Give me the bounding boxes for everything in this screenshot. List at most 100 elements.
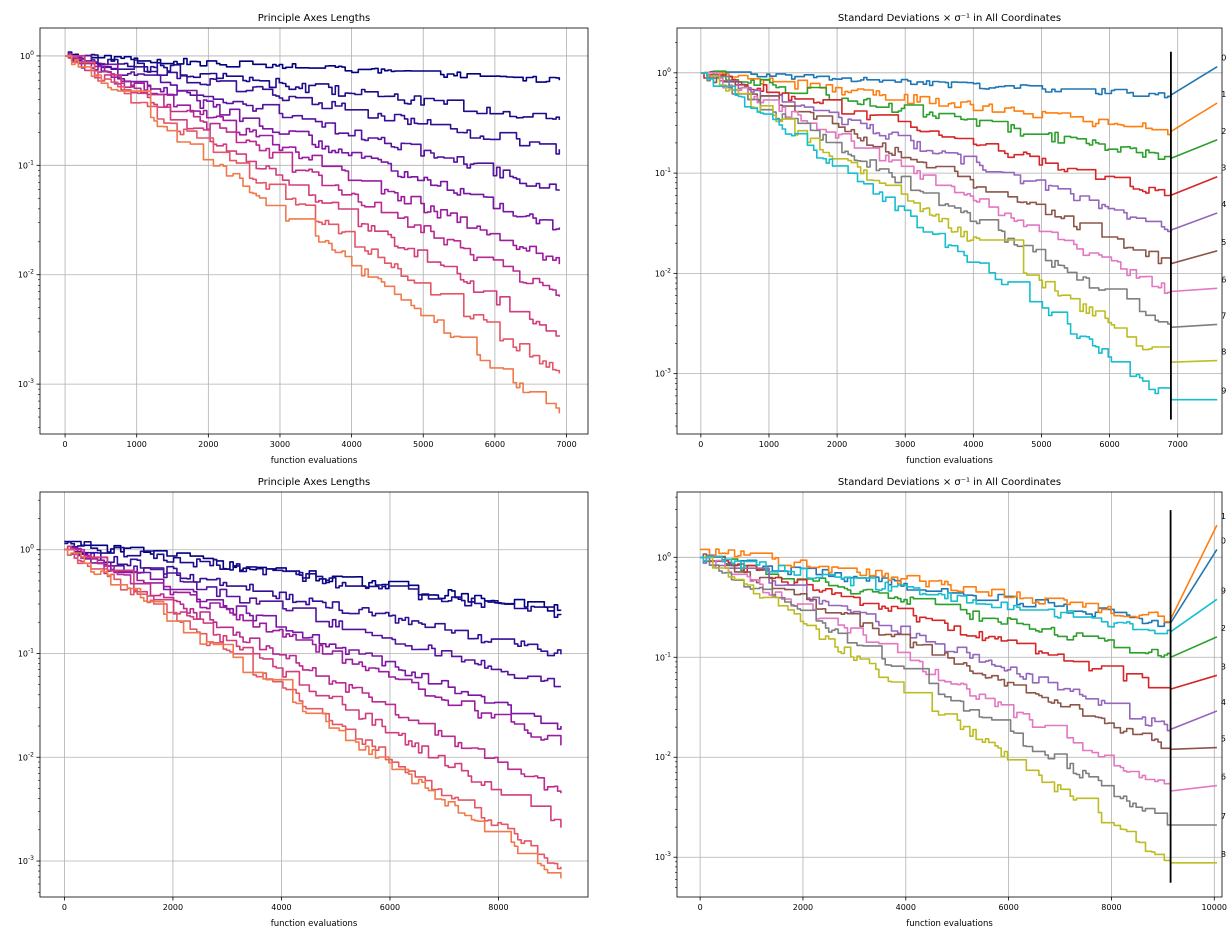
series-line-7 <box>700 72 1218 329</box>
series-label-0: 0 <box>1221 54 1226 63</box>
series-line-8 <box>65 55 561 337</box>
y-tick-label: 10-2 <box>655 751 671 762</box>
x-tick-label: 0 <box>63 440 68 449</box>
plot-frame <box>39 491 589 898</box>
series-label-3: 3 <box>1221 164 1226 173</box>
series-label-2: 2 <box>1221 127 1226 136</box>
series-label-5: 5 <box>1221 735 1226 744</box>
series-line-1 <box>700 72 1218 136</box>
chart-title: Standard Deviations × σ⁻¹ in All Coordin… <box>838 13 1061 24</box>
plot-frame <box>676 27 1223 435</box>
x-axis-label: function evaluations <box>906 919 993 929</box>
series-line-10 <box>65 55 561 414</box>
x-tick-label: 8000 <box>1101 903 1121 912</box>
series-line-6 <box>64 547 562 746</box>
series-label-8: 8 <box>1221 348 1226 357</box>
chart-title: Standard Deviations × σ⁻¹ in All Coordin… <box>838 477 1061 488</box>
series-line-4 <box>700 72 1218 233</box>
x-tick-label: 0 <box>62 903 67 912</box>
series-line-6 <box>65 53 561 265</box>
series-line-1 <box>700 524 1218 623</box>
series-line-2 <box>65 51 561 120</box>
x-tick-label: 7000 <box>1168 440 1188 449</box>
series-line-7 <box>65 55 561 297</box>
series-line-9 <box>700 555 1218 635</box>
series-line-1 <box>64 540 562 612</box>
x-tick-label: 0 <box>698 440 703 449</box>
chart-panel-2: 0 1 2 3 4 5 6 7 8 9 0 1000 2000 3000 4000 5000 6000 7000 1… <box>655 13 1226 466</box>
chart-panel-4: 0 1 2 3 4 5 6 7 8 9 0 2000 4000 6000 8000 10000 10-3 10-2… <box>655 477 1227 929</box>
series-label-9: 9 <box>1221 586 1226 595</box>
y-tick-label: 10-1 <box>18 159 34 170</box>
y-tick-label: 10-1 <box>655 167 671 178</box>
series-label-8: 8 <box>1221 850 1226 859</box>
chart-title: Principle Axes Lengths <box>258 477 371 488</box>
x-tick-label: 3000 <box>895 440 915 449</box>
x-tick-label: 6000 <box>1099 440 1119 449</box>
series-label-1: 1 <box>1221 90 1226 99</box>
x-tick-label: 4000 <box>271 903 291 912</box>
series-line-9 <box>65 55 561 374</box>
y-tick-label: 100 <box>20 544 34 555</box>
x-tick-label: 4000 <box>963 440 983 449</box>
x-tick-label: 7000 <box>556 440 576 449</box>
plot-frame <box>39 27 589 435</box>
series-line-4 <box>700 554 1218 732</box>
x-tick-label: 6000 <box>485 440 505 449</box>
series-label-4: 4 <box>1221 200 1226 209</box>
series-label-2: 2 <box>1221 624 1226 633</box>
series-line-5 <box>65 55 561 231</box>
series-line-3 <box>700 72 1218 197</box>
series-label-9: 9 <box>1221 387 1226 396</box>
y-tick-label: 100 <box>20 50 34 61</box>
series-label-6: 6 <box>1221 773 1226 782</box>
series-line-1 <box>65 53 561 83</box>
x-tick-label: 2000 <box>793 903 813 912</box>
series-line-4 <box>64 545 561 688</box>
series-label-7: 7 <box>1221 812 1226 821</box>
series-line-7 <box>64 548 562 794</box>
x-tick-label: 4000 <box>341 440 361 449</box>
series-line-3 <box>700 556 1218 690</box>
series-line-0 <box>700 66 1218 99</box>
y-tick-label: 10-2 <box>18 269 34 280</box>
chart-title: Principle Axes Lengths <box>258 13 371 24</box>
x-axis-label: function evaluations <box>271 919 358 929</box>
series-line-3 <box>65 55 561 155</box>
x-tick-label: 5000 <box>1031 440 1051 449</box>
x-tick-label: 10000 <box>1202 903 1227 912</box>
x-tick-label: 2000 <box>827 440 847 449</box>
y-tick-label: 10-1 <box>18 647 34 658</box>
series-label-7: 7 <box>1221 311 1226 320</box>
y-tick-label: 10-3 <box>655 368 671 379</box>
series-label-6: 6 <box>1221 275 1226 284</box>
series-label-1: 1 <box>1221 512 1226 521</box>
y-tick-label: 10-3 <box>18 378 34 389</box>
series-line-4 <box>65 54 561 191</box>
series-line-8 <box>700 72 1218 363</box>
series-line-8 <box>64 545 562 828</box>
series-line-6 <box>700 72 1218 294</box>
series-line-3 <box>64 548 562 657</box>
x-tick-label: 0 <box>698 903 703 912</box>
y-tick-label: 10-1 <box>655 651 671 662</box>
y-tick-label: 10-3 <box>18 855 34 866</box>
x-tick-label: 3000 <box>270 440 290 449</box>
x-tick-label: 6000 <box>998 903 1018 912</box>
x-tick-label: 8000 <box>488 903 508 912</box>
series-line-9 <box>700 72 1218 401</box>
chart-panel-3: 0 2000 4000 6000 8000 10-3 10-2 10-1 100 Principl… <box>18 477 589 929</box>
series-line-5 <box>700 553 1217 751</box>
x-tick-label: 6000 <box>380 903 400 912</box>
series-label-5: 5 <box>1221 238 1226 247</box>
series-label-3: 3 <box>1221 662 1226 671</box>
series-line-5 <box>700 70 1218 265</box>
series-line-8 <box>700 556 1217 864</box>
x-tick-label: 5000 <box>413 440 433 449</box>
series-line-10 <box>64 548 562 879</box>
series-label-0: 0 <box>1221 536 1226 545</box>
series-label-4: 4 <box>1221 698 1226 707</box>
series-line-2 <box>700 70 1218 160</box>
x-axis-label: function evaluations <box>906 456 993 466</box>
x-tick-label: 1000 <box>759 440 779 449</box>
